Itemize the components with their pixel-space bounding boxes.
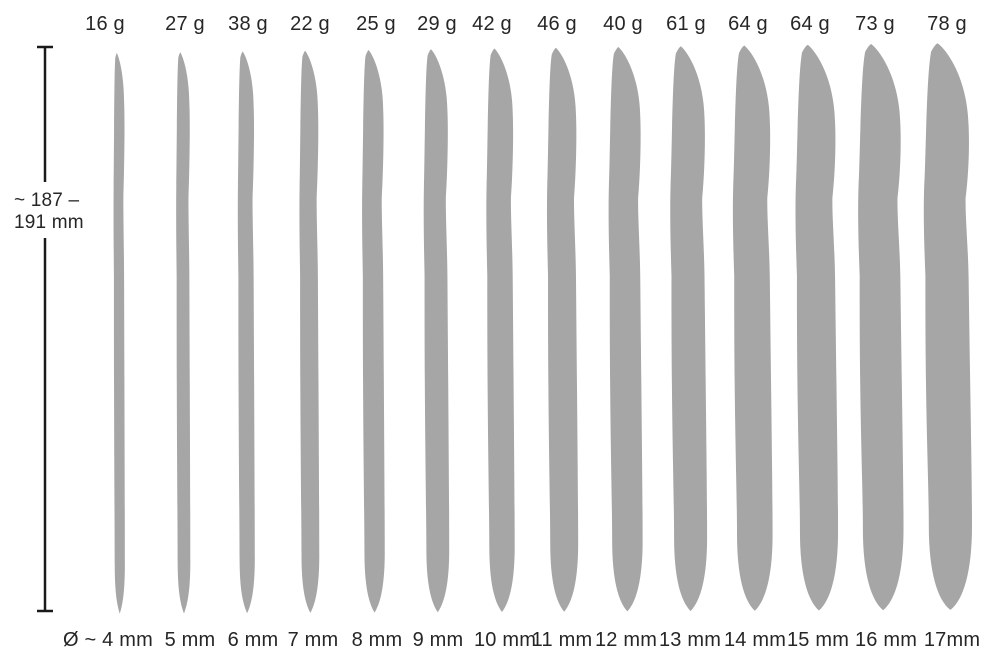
dilator-shape	[362, 50, 385, 613]
diameter-label: 11 mm	[531, 629, 593, 651]
dilator-shape	[732, 45, 773, 611]
dilator-shape	[113, 53, 125, 614]
weight-label: 16 g	[85, 13, 125, 35]
weight-label: 29 g	[417, 13, 457, 35]
length-annotation-line2: 191 mm	[14, 212, 84, 233]
dilator-shape	[923, 43, 972, 610]
dilator-shape	[795, 44, 839, 611]
weight-label: 64 g	[790, 13, 830, 35]
weight-label: 38 g	[228, 13, 268, 35]
diameter-label: 13 mm	[658, 629, 722, 651]
length-bracket	[37, 45, 53, 613]
dilator-shape	[670, 46, 708, 612]
dilator-shape	[237, 51, 255, 614]
weight-label: 73 g	[855, 13, 895, 35]
diameter-label: 7 mm	[287, 629, 339, 651]
diameter-label: 17mm	[923, 629, 981, 651]
diameter-label: 15 mm	[786, 629, 850, 651]
length-annotation: ~ 187 – 191 mm	[14, 190, 84, 234]
diameter-label: 8 mm	[351, 629, 403, 651]
dilator-shape	[423, 49, 450, 613]
diameter-label: 16 mm	[854, 629, 918, 651]
weight-label: 22 g	[290, 13, 330, 35]
diameter-label: 6 mm	[227, 629, 279, 651]
weight-label: 27 g	[165, 13, 205, 35]
dilator-shape	[486, 48, 515, 612]
weight-label: 64 g	[728, 13, 768, 35]
dilator-shape	[299, 50, 320, 613]
diameter-label: Ø ~ 4 mm	[63, 629, 153, 651]
weight-label: 25 g	[356, 13, 396, 35]
weight-label: 42 g	[472, 13, 512, 35]
weight-label: 78 g	[927, 13, 967, 35]
diameter-label: 5 mm	[164, 629, 216, 651]
dilator-shape	[858, 44, 904, 611]
dilator-shape	[176, 52, 191, 614]
diameter-label: 9 mm	[412, 629, 464, 651]
dilator-shape	[608, 47, 643, 612]
dilator-shape	[546, 47, 579, 612]
weight-label: 61 g	[666, 13, 706, 35]
diameter-label: 14 mm	[723, 629, 787, 651]
weight-label: 40 g	[603, 13, 643, 35]
diameter-label: 10 mm	[473, 629, 537, 651]
diameter-label: 12 mm	[594, 629, 658, 651]
weight-label: 46 g	[537, 13, 577, 35]
length-annotation-line1: ~ 187 –	[14, 190, 80, 211]
